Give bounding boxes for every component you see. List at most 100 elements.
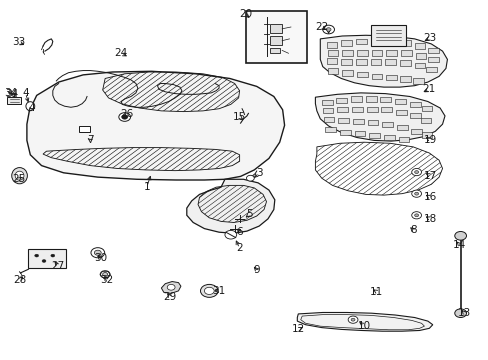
Text: 17: 17 (423, 171, 436, 181)
Text: 29: 29 (163, 292, 177, 302)
Ellipse shape (12, 168, 27, 184)
Bar (365, 96, 376, 102)
Text: 30: 30 (94, 253, 106, 264)
Bar (400, 50, 411, 56)
Text: 25: 25 (12, 174, 25, 184)
Bar (367, 120, 378, 125)
Bar (420, 118, 430, 123)
Circle shape (200, 284, 218, 297)
Bar (355, 39, 366, 44)
Circle shape (414, 171, 418, 174)
Bar (323, 117, 334, 122)
Bar (414, 43, 425, 49)
Text: 34: 34 (5, 89, 19, 99)
Text: 1: 1 (143, 182, 150, 192)
Circle shape (42, 260, 46, 262)
Text: 2: 2 (236, 243, 243, 253)
Circle shape (35, 254, 39, 257)
Text: 7: 7 (87, 135, 94, 145)
Circle shape (411, 190, 421, 197)
Bar (326, 58, 337, 64)
Text: 4: 4 (22, 88, 29, 98)
Bar (341, 40, 351, 46)
Ellipse shape (15, 171, 24, 180)
Text: 18: 18 (423, 214, 436, 224)
Polygon shape (27, 71, 284, 180)
Bar (356, 50, 367, 56)
Text: 28: 28 (13, 275, 26, 285)
Bar (412, 78, 423, 84)
Text: 11: 11 (369, 287, 383, 297)
Bar (327, 68, 338, 74)
Text: 19: 19 (423, 135, 436, 145)
Polygon shape (186, 179, 274, 233)
Bar (371, 50, 382, 56)
Circle shape (350, 318, 354, 321)
Text: 15: 15 (232, 112, 246, 122)
Bar (370, 39, 381, 44)
Bar (385, 39, 395, 44)
Bar (350, 96, 361, 102)
Circle shape (414, 214, 418, 217)
Bar (399, 40, 410, 46)
Circle shape (224, 230, 236, 239)
Bar (354, 131, 365, 136)
Bar (337, 107, 347, 112)
Text: 16: 16 (423, 192, 436, 202)
Circle shape (322, 25, 334, 34)
Bar (245, 11, 306, 63)
Bar (382, 122, 392, 127)
Text: 23: 23 (423, 33, 436, 43)
Polygon shape (297, 312, 432, 331)
FancyBboxPatch shape (28, 249, 65, 268)
Bar (269, 48, 279, 53)
Bar (386, 75, 396, 80)
Polygon shape (320, 35, 447, 87)
Bar (338, 118, 348, 123)
Text: 3: 3 (255, 168, 262, 178)
Bar (395, 110, 406, 115)
Bar (371, 74, 382, 79)
Bar (396, 125, 407, 130)
Bar (398, 137, 408, 142)
Bar (409, 113, 420, 118)
Text: 22: 22 (314, 22, 328, 32)
Text: 27: 27 (51, 261, 64, 271)
Bar (421, 106, 431, 111)
Text: 9: 9 (253, 265, 260, 275)
Bar (7, 97, 21, 104)
Bar (269, 36, 282, 45)
Circle shape (454, 231, 466, 240)
Bar (336, 98, 346, 103)
Bar (321, 100, 332, 105)
Bar (426, 67, 436, 72)
Bar (79, 126, 90, 132)
Bar (414, 63, 425, 68)
Circle shape (347, 316, 357, 323)
Bar (421, 132, 431, 138)
Text: 26: 26 (120, 109, 134, 120)
Text: 32: 32 (100, 275, 113, 285)
Circle shape (414, 192, 418, 195)
Bar (409, 102, 420, 107)
Text: 10: 10 (357, 321, 370, 331)
Circle shape (51, 254, 55, 257)
Bar (352, 119, 363, 124)
Bar (386, 50, 396, 56)
Bar (339, 130, 350, 135)
Bar (381, 107, 391, 112)
Ellipse shape (26, 102, 35, 111)
Bar (342, 70, 352, 76)
Bar (368, 133, 379, 138)
Polygon shape (161, 282, 181, 293)
Bar (325, 127, 335, 132)
Text: 13: 13 (457, 308, 470, 318)
Bar (342, 50, 352, 56)
Text: 6: 6 (236, 227, 243, 237)
Text: 8: 8 (409, 225, 416, 235)
Bar (370, 59, 381, 65)
Circle shape (91, 248, 104, 258)
Bar (327, 50, 338, 56)
Bar (322, 108, 333, 113)
Bar (380, 97, 390, 102)
